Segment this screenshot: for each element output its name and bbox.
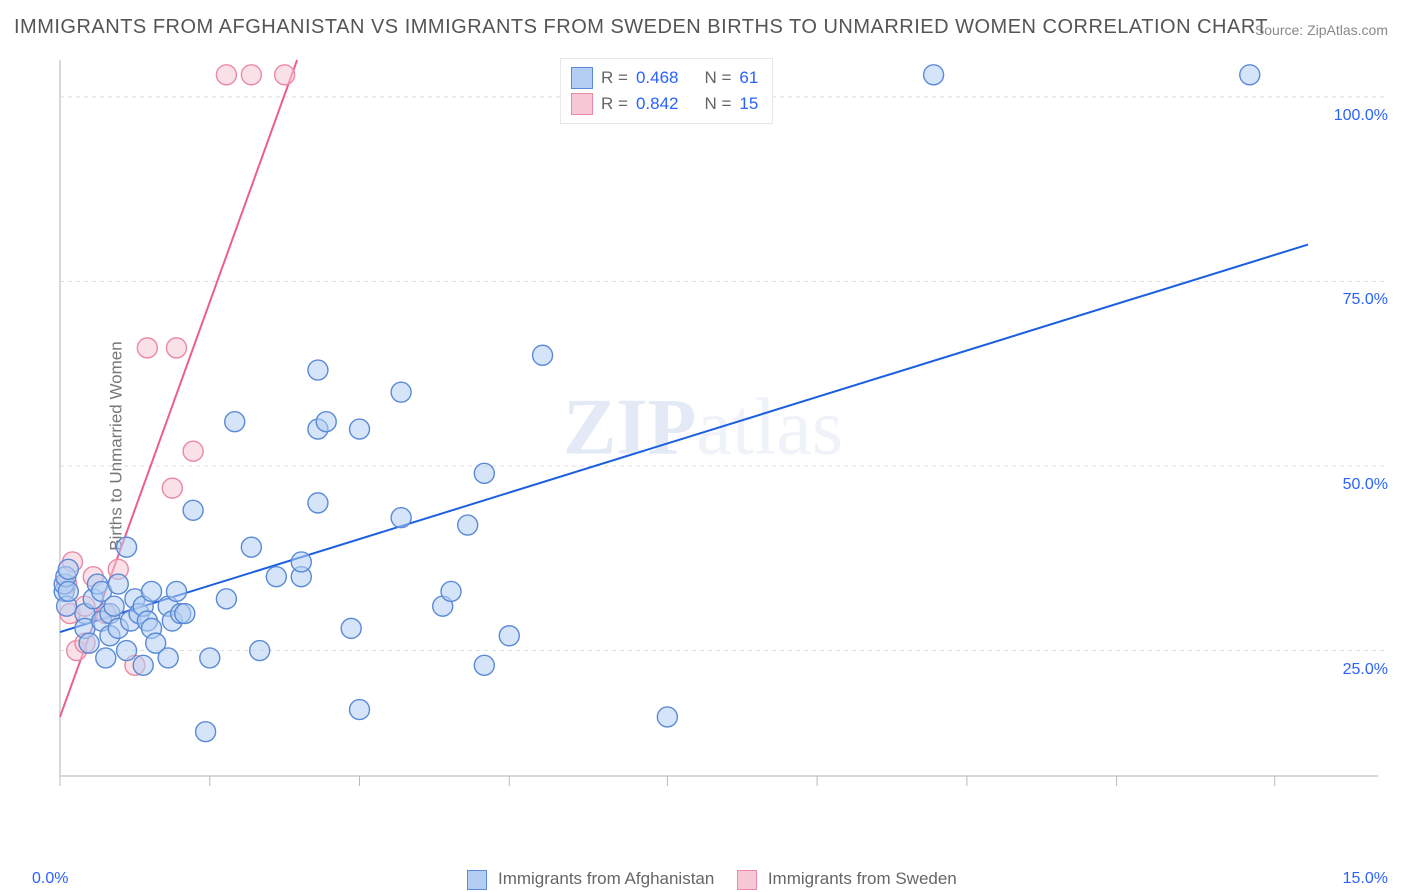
r-value-2: 0.842 [636,91,679,117]
n-label: N = [704,65,731,91]
r-value-1: 0.468 [636,65,679,91]
xlegend-swatch-sweden [737,870,757,890]
xlegend-swatch-afghanistan [467,870,487,890]
xlegend-label-1: Immigrants from Afghanistan [498,869,714,888]
y-tick-label: 100.0% [1334,107,1388,125]
xlegend-label-2: Immigrants from Sweden [768,869,957,888]
r-label: R = [601,91,628,117]
n-value-1: 61 [739,65,758,91]
source-label: Source: ZipAtlas.com [1255,22,1388,38]
y-tick-label: 25.0% [1343,661,1388,679]
r-label: R = [601,65,628,91]
legend-swatch-afghanistan [571,67,593,89]
stats-legend-row-1: R = 0.468 N = 61 [571,65,758,91]
stats-legend: R = 0.468 N = 61 R = 0.842 N = 15 [560,58,773,124]
y-tick-label: 50.0% [1343,476,1388,494]
chart-container: IMMIGRANTS FROM AFGHANISTAN VS IMMIGRANT… [0,0,1406,892]
n-value-2: 15 [739,91,758,117]
x-axis-legend: Immigrants from Afghanistan Immigrants f… [0,869,1406,890]
chart-title: IMMIGRANTS FROM AFGHANISTAN VS IMMIGRANT… [14,16,1268,39]
chart-svg [48,56,1388,826]
legend-swatch-sweden [571,93,593,115]
y-tick-label: 75.0% [1343,291,1388,309]
n-label: N = [704,91,731,117]
scatter-plot [48,56,1388,826]
stats-legend-row-2: R = 0.842 N = 15 [571,91,758,117]
